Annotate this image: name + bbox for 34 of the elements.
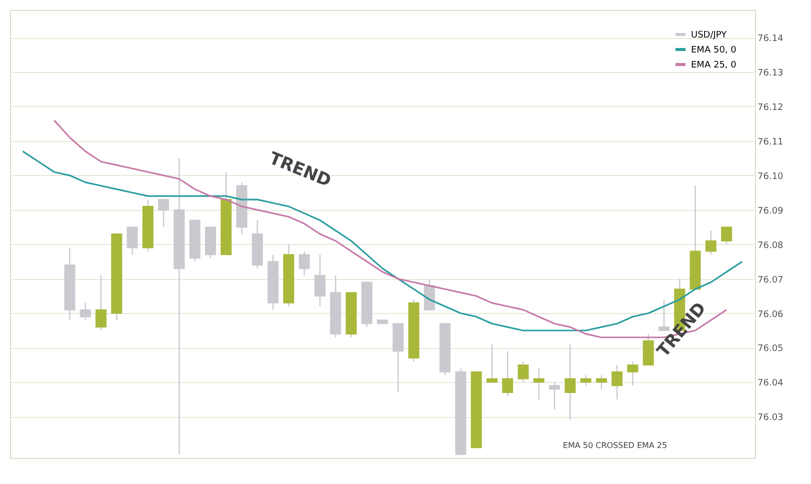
legend-label: EMA 25, 0: [691, 60, 737, 70]
candlestick: [533, 368, 544, 400]
y-tick-label: 76.12: [758, 102, 784, 113]
candlestick: [486, 344, 498, 383]
candlestick: [298, 250, 310, 276]
candlestick: [518, 360, 529, 383]
y-tick-label: 76.03: [758, 413, 784, 424]
legend-label: USD/JPY: [691, 30, 728, 40]
candlestick: [596, 374, 607, 390]
y-tick-label: 76.05: [758, 344, 784, 354]
candlestick: [564, 344, 576, 421]
y-tick-label: 76.08: [758, 240, 784, 251]
candlestick: [158, 198, 170, 228]
y-tick-label: 76.13: [758, 68, 784, 79]
candlestick: [721, 226, 732, 245]
candlestick: [580, 374, 592, 386]
y-tick-label: 76.04: [758, 378, 784, 389]
candlestick: [627, 360, 638, 386]
candlestick: [96, 274, 107, 332]
y-tick-label: 76.07: [758, 275, 784, 286]
y-tick-label: 76.09: [758, 206, 784, 216]
candlestick: [549, 382, 560, 410]
legend-label: EMA 50, 0: [691, 46, 737, 56]
candlestick: [502, 350, 514, 397]
candlestick: [126, 226, 138, 256]
y-tick-label: 76.10: [758, 172, 784, 182]
candlestick: [80, 302, 91, 321]
annotation: EMA 50 CROSSED EMA 25: [562, 441, 668, 450]
y-tick-label: 76.14: [758, 34, 784, 44]
y-tick-label: 76.11: [758, 137, 784, 148]
candlestick: [705, 230, 716, 256]
y-tick-label: 76.06: [758, 310, 784, 320]
candlestick: [314, 254, 326, 307]
candlestick: [612, 364, 623, 400]
